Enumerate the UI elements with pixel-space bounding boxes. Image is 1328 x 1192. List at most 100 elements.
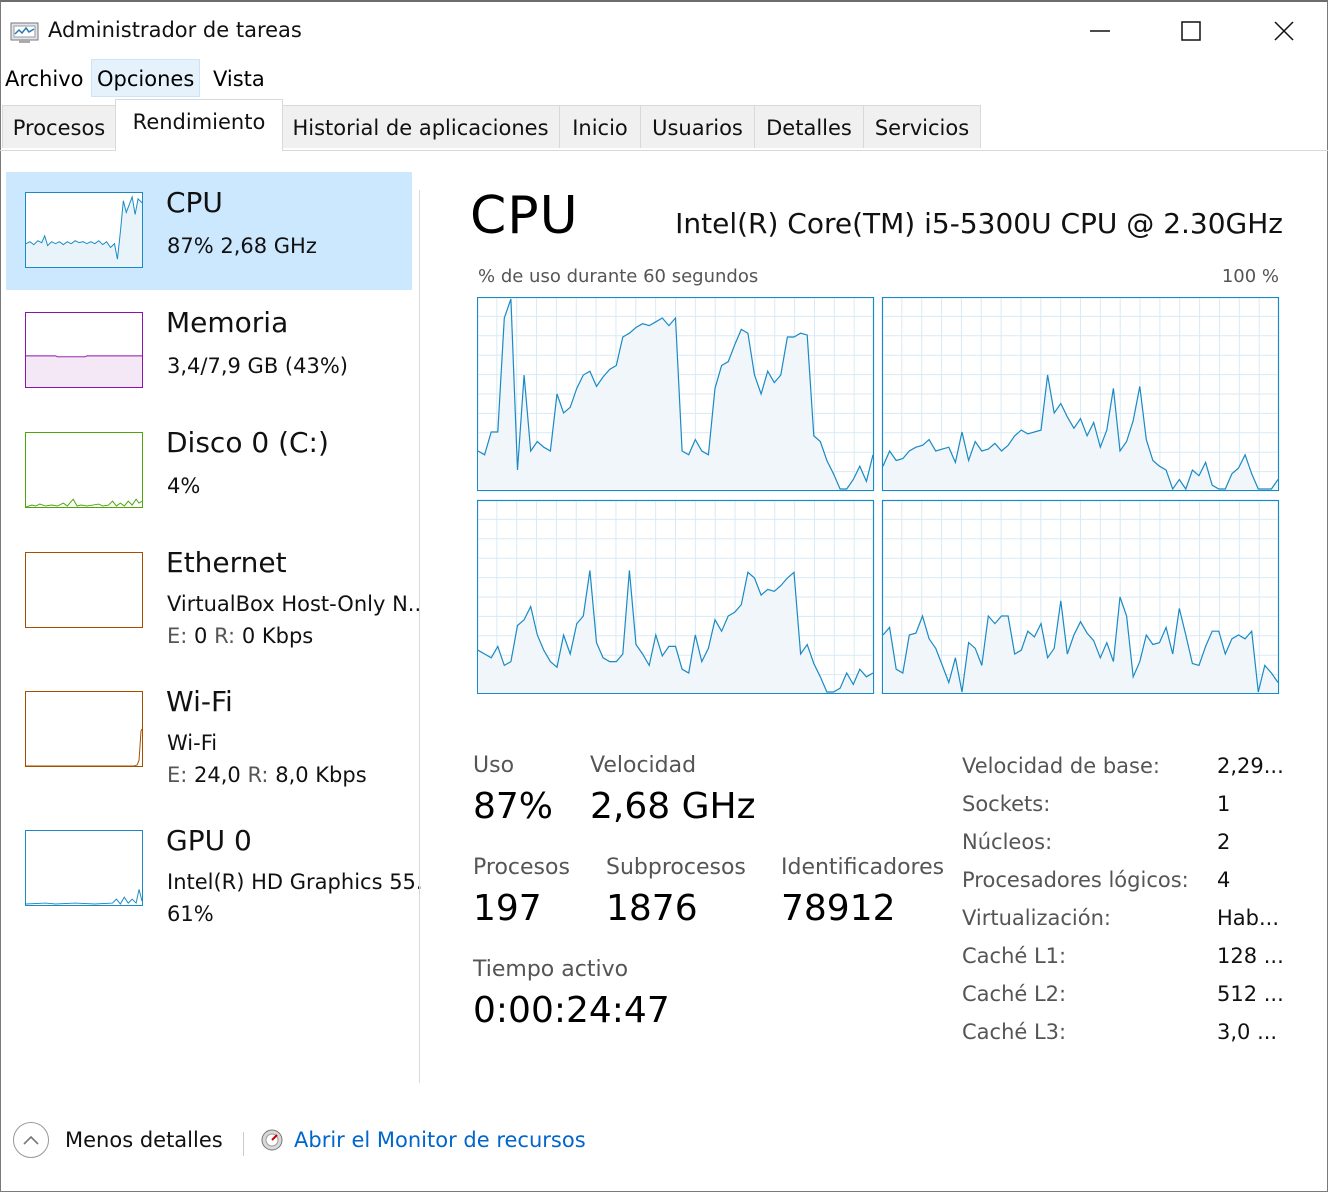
graph-area (883, 375, 1278, 490)
logical-processor-graph (477, 297, 875, 492)
handles-value: 78912 (781, 888, 896, 929)
tab-rendimiento[interactable]: Rendimiento (115, 99, 283, 151)
tab-bar: Procesos Rendimiento Historial de aplica… (0, 96, 1328, 151)
sidebar-memory-title: Memoria (166, 306, 289, 339)
graph-area (883, 597, 1278, 693)
maximize-icon (1181, 21, 1201, 41)
uptime-value: 0:00:24:47 (473, 990, 670, 1031)
window-title: Administrador de tareas (48, 18, 302, 42)
menu-archivo[interactable]: Archivo (5, 67, 84, 91)
graph-area (478, 570, 873, 693)
graph-line (477, 298, 874, 490)
menu-opciones[interactable]: Opciones (91, 59, 201, 97)
info-label: Caché L1: (962, 944, 1067, 968)
tab-detalles[interactable]: Detalles (754, 105, 864, 148)
minimize-icon (1090, 30, 1110, 32)
minimize-button[interactable] (1077, 8, 1123, 54)
logical-processor-graph (881, 297, 1280, 492)
graph-area (478, 299, 873, 490)
info-label: Caché L2: (962, 982, 1067, 1006)
tab-procesos[interactable]: Procesos (2, 105, 116, 148)
fewer-details-label[interactable]: Menos detalles (65, 1128, 223, 1152)
info-value: 2 (1217, 830, 1231, 854)
info-label: Procesadores lógicos: (962, 868, 1189, 892)
sidebar-disk-sub: 4% (167, 474, 201, 498)
task-manager-icon (10, 22, 39, 43)
info-value: 1 (1217, 792, 1231, 816)
tab-usuarios[interactable]: Usuarios (640, 105, 755, 148)
speed-value: 2,68 GHz (590, 786, 756, 827)
cpu-thumbnail (25, 192, 143, 268)
info-label: Virtualización: (962, 906, 1111, 930)
title-bar: Administrador de tareas (0, 0, 1328, 60)
graph-max-label: 100 % (1221, 266, 1279, 287)
sidebar-gpu-sub: Intel(R) HD Graphics 55... (167, 870, 422, 894)
disk-thumbnail (25, 432, 143, 508)
maximize-button[interactable] (1168, 8, 1214, 54)
sidebar-disk-title: Disco 0 (C:) (166, 426, 329, 459)
processes-value: 197 (473, 888, 542, 929)
info-value: Hab... (1217, 906, 1280, 930)
sidebar-item-cpu[interactable]: CPU 87% 2,68 GHz (6, 172, 412, 290)
sidebar-divider (419, 190, 420, 1083)
info-label: Velocidad de base: (962, 754, 1160, 778)
graph-line (882, 374, 1279, 491)
sidebar-memory-sub: 3,4/7,9 GB (43%) (167, 354, 348, 378)
footer-divider (243, 1132, 244, 1156)
sidebar-item-gpu[interactable]: GPU 0 Intel(R) HD Graphics 55... 61% (6, 810, 422, 928)
usage-value: 87% (473, 786, 554, 827)
cpu-core-graphs (477, 297, 1280, 694)
tab-inicio[interactable]: Inicio (559, 105, 641, 148)
sidebar-wifi-rates: E: 24,0 R: 8,0 Kbps (167, 763, 367, 787)
open-resource-monitor-link[interactable]: Abrir el Monitor de recursos (294, 1128, 586, 1152)
recv-label: R: (214, 624, 236, 648)
logical-processor-graph (477, 499, 875, 694)
recv-label: R: (247, 763, 269, 787)
send-value: 0 (194, 624, 208, 648)
handles-label: Identificadores (781, 855, 945, 880)
sidebar-wifi-sub: Wi-Fi (167, 731, 218, 755)
processor-name: Intel(R) Core(TM) i5-5300U CPU @ 2.30GHz (675, 207, 1283, 240)
graph-caption: % de uso durante 60 segundos (478, 266, 759, 287)
send-label: E: (167, 763, 188, 787)
wifi-thumbnail (25, 691, 143, 767)
usage-label: Uso (473, 753, 515, 778)
info-value: 512 ... (1217, 982, 1284, 1006)
send-value: 24,0 (194, 763, 241, 787)
sidebar-item-ethernet[interactable]: Ethernet VirtualBox Host-Only N... E: 0 … (6, 532, 422, 650)
menu-vista[interactable]: Vista (213, 67, 265, 91)
page-title: CPU (470, 186, 579, 246)
gpu-thumbnail (25, 830, 143, 906)
logical-processor-graph (881, 499, 1280, 694)
menu-bar: Archivo Opciones Vista (0, 59, 1328, 98)
ethernet-thumbnail (25, 552, 143, 628)
close-button[interactable] (1261, 8, 1307, 54)
sidebar-ethernet-title: Ethernet (166, 546, 287, 579)
sidebar-wifi-title: Wi-Fi (166, 685, 233, 718)
uptime-label: Tiempo activo (473, 957, 629, 982)
tab-servicios[interactable]: Servicios (863, 105, 981, 148)
recv-value: 0 Kbps (241, 624, 314, 648)
recv-value: 8,0 Kbps (275, 763, 367, 787)
resource-sidebar: CPU 87% 2,68 GHz Memoria 3,4/7,9 GB (43%… (0, 150, 422, 1085)
close-icon (1274, 21, 1294, 41)
sidebar-item-wifi[interactable]: Wi-Fi Wi-Fi E: 24,0 R: 8,0 Kbps (6, 671, 412, 789)
memory-thumbnail (25, 312, 143, 388)
graph-line (477, 570, 874, 693)
info-value: 2,29... (1217, 754, 1284, 778)
threads-label: Subprocesos (606, 855, 746, 880)
sidebar-gpu-title: GPU 0 (166, 824, 252, 857)
sidebar-item-memory[interactable]: Memoria 3,4/7,9 GB (43%) (6, 292, 412, 410)
info-label: Sockets: (962, 792, 1051, 816)
speed-label: Velocidad (590, 753, 697, 778)
resource-monitor-icon (261, 1129, 283, 1151)
sidebar-ethernet-rates: E: 0 R: 0 Kbps (167, 624, 313, 648)
fewer-details-button[interactable] (13, 1122, 49, 1158)
info-value: 4 (1217, 868, 1231, 892)
sidebar-cpu-title: CPU (166, 186, 223, 219)
sidebar-item-disk[interactable]: Disco 0 (C:) 4% (6, 412, 412, 530)
sidebar-gpu-usage: 61% (167, 902, 214, 926)
info-value: 128 ... (1217, 944, 1284, 968)
tab-historial[interactable]: Historial de aplicaciones (281, 105, 560, 148)
sidebar-cpu-sub: 87% 2,68 GHz (167, 234, 317, 258)
